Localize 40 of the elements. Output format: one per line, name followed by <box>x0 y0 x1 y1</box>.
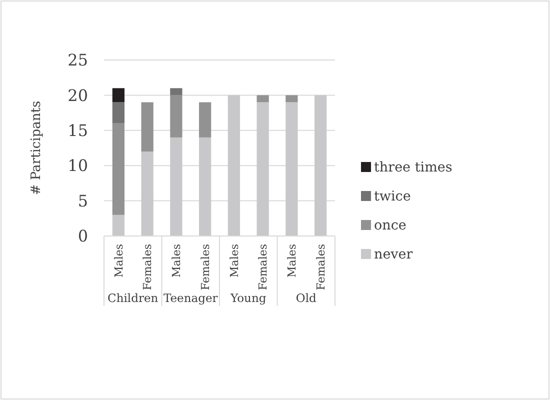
text: Children <box>108 291 159 305</box>
y-tick-label: 0 <box>78 226 88 246</box>
y-tick-label: 5 <box>78 191 88 210</box>
bar <box>112 123 124 215</box>
legend-label: once <box>374 218 406 234</box>
x-tick-label: Females <box>314 244 328 290</box>
bar <box>170 88 182 96</box>
bar <box>112 88 124 102</box>
x-tick-label: Males <box>286 244 299 278</box>
bar <box>170 95 182 138</box>
y-tick-label: 10 <box>68 156 88 176</box>
bar <box>256 95 269 102</box>
bar <box>314 95 327 236</box>
text: Young <box>230 291 267 305</box>
legend-label: never <box>374 246 414 263</box>
bar <box>256 102 269 236</box>
x-tick-label: Females <box>198 244 212 290</box>
x-tick-label: Females <box>141 244 154 290</box>
bar <box>112 102 124 124</box>
text: Teenager <box>163 291 218 305</box>
bar <box>170 137 182 236</box>
y-tick-label: 15 <box>68 121 88 140</box>
x-tick-label: Males <box>170 244 184 278</box>
bar <box>199 102 212 138</box>
y-axis-title: # Participants <box>29 100 44 196</box>
bar <box>112 214 124 236</box>
text: Old <box>296 291 317 305</box>
x-tick-label: Males <box>112 244 126 278</box>
x-tick-label: Females <box>256 244 270 290</box>
y-tick-label: 20 <box>68 86 88 105</box>
bar <box>141 102 154 152</box>
bar <box>286 95 298 102</box>
bar <box>199 137 212 236</box>
bar <box>141 152 154 236</box>
legend-label: three times <box>374 160 452 176</box>
x-tick-label: Males <box>228 244 241 278</box>
bar <box>286 102 298 236</box>
bar <box>228 95 240 236</box>
y-tick-label: 25 <box>68 50 88 70</box>
legend-label: twice <box>374 188 411 205</box>
